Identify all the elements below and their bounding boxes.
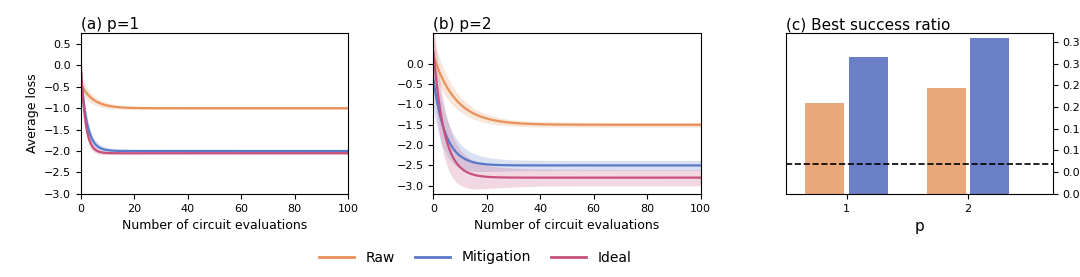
X-axis label: p: p (915, 219, 924, 234)
Legend: Raw, Mitigation, Ideal: Raw, Mitigation, Ideal (314, 245, 636, 270)
Y-axis label: Average loss: Average loss (26, 74, 39, 153)
X-axis label: Number of circuit evaluations: Number of circuit evaluations (122, 219, 307, 232)
Bar (806, 103, 845, 194)
Bar (971, 38, 1010, 194)
Bar (927, 88, 966, 194)
Text: (b) p=2: (b) p=2 (433, 17, 492, 32)
Text: (a) p=1: (a) p=1 (81, 17, 139, 32)
Bar (849, 57, 888, 194)
Text: (c) Best success ratio: (c) Best success ratio (786, 17, 950, 32)
X-axis label: Number of circuit evaluations: Number of circuit evaluations (474, 219, 660, 232)
